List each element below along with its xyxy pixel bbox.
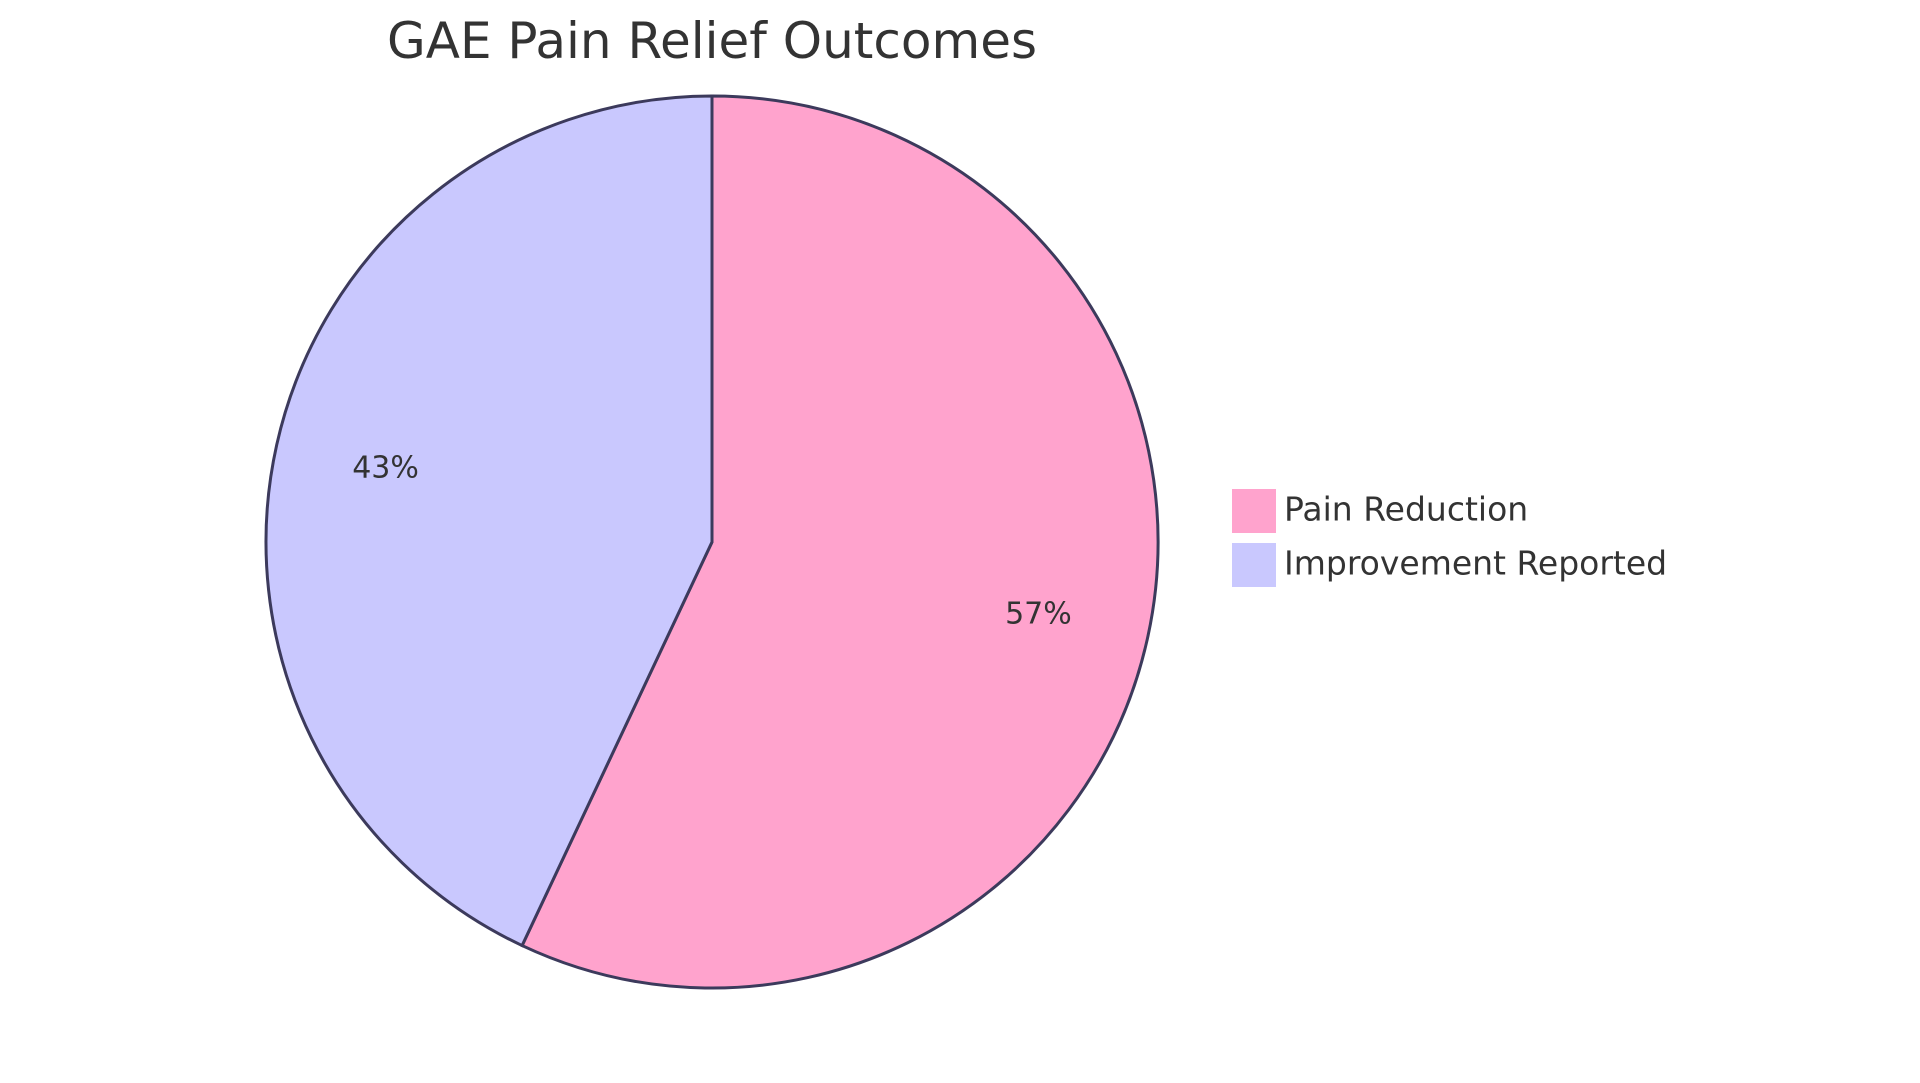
pie-slice-improvement-reported: [264, 94, 714, 948]
legend-label: Pain Reduction: [1284, 490, 1528, 529]
pie-slice-pain-reduction: [520, 94, 1160, 990]
legend-swatch: [1232, 543, 1276, 587]
pie-slices: [264, 94, 1160, 990]
pie-slice-labels: 57% 43%: [352, 451, 1072, 632]
chart-title: GAE Pain Relief Outcomes: [387, 12, 1037, 70]
slice-value-label: 43%: [352, 451, 419, 486]
legend-swatch: [1232, 489, 1276, 533]
legend-label: Improvement Reported: [1284, 544, 1667, 583]
legend: Pain Reduction Improvement Reported: [1232, 489, 1667, 587]
slice-value-label: 57%: [1005, 596, 1072, 631]
